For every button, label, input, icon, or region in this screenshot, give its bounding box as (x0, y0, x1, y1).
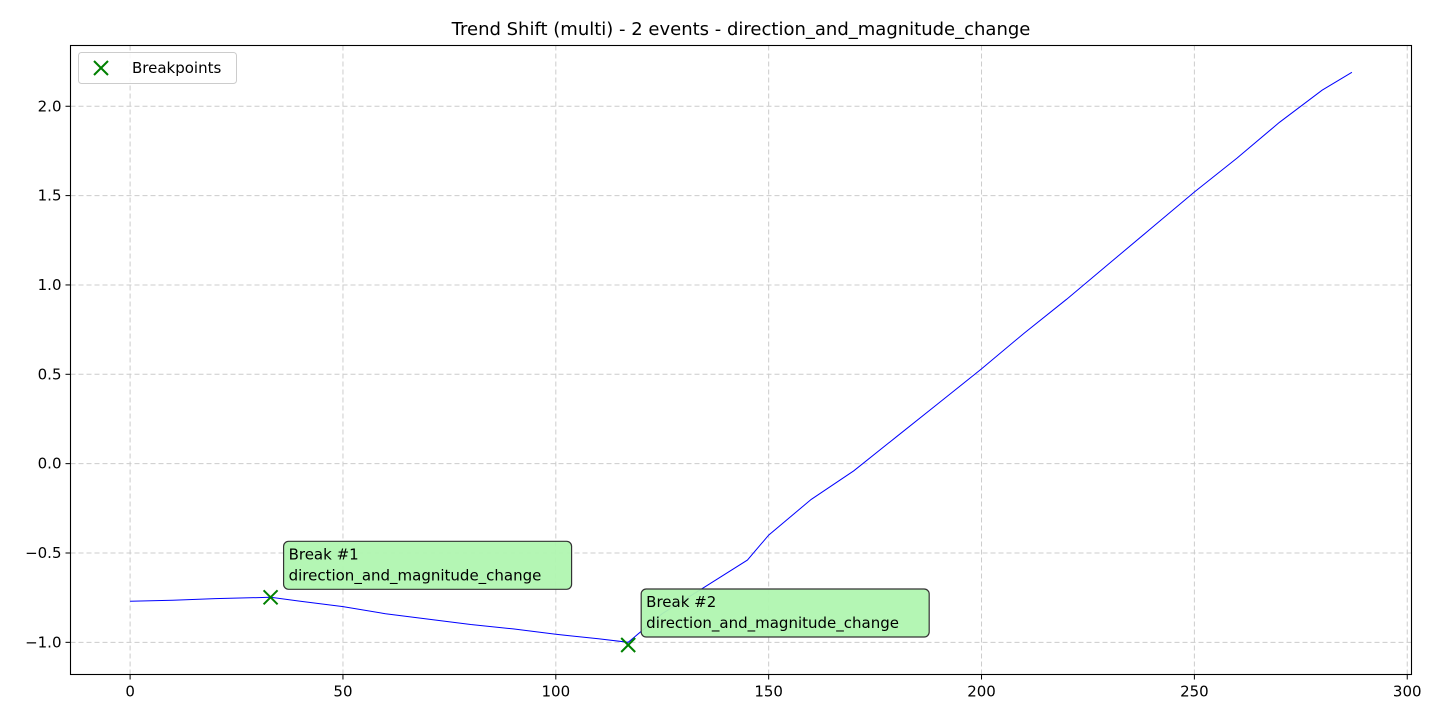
annotation-detail: direction_and_magnitude_change (646, 614, 899, 633)
legend-frame (78, 52, 237, 84)
y-tick-label: −1.0 (25, 633, 61, 651)
x-tick-label: 300 (1393, 683, 1422, 701)
x-tick-label: 100 (541, 683, 570, 701)
breakpoint-marker (620, 637, 636, 653)
series-line (130, 71, 1353, 643)
legend-marker-icon (93, 60, 109, 76)
grid (70, 45, 1412, 675)
breakpoint-marker-stroke (620, 637, 636, 653)
y-tick-label: 0.5 (38, 365, 62, 383)
legend: Breakpoints (78, 52, 237, 84)
x-tick-label: 200 (967, 683, 996, 701)
y-tick-label: 1.0 (38, 276, 62, 294)
chart-title: Trend Shift (multi) - 2 events - directi… (451, 19, 1031, 40)
x-tick-label: 0 (125, 683, 135, 701)
y-tick-label: −0.5 (25, 544, 61, 562)
plot-frame (69, 44, 1413, 676)
x-tick-label: 50 (333, 683, 352, 701)
x-tick-label: 250 (1180, 683, 1209, 701)
annotation-title: Break #2 (646, 593, 716, 611)
annotation-box (640, 588, 930, 638)
x-tick-label: 150 (754, 683, 783, 701)
breakpoint-marker (262, 589, 279, 606)
annotation-box (282, 540, 573, 590)
legend-label: Breakpoints (132, 59, 221, 77)
y-tick-label: 2.0 (38, 97, 62, 115)
plot-data: Break #1 direction_and_magnitude_change Br… (130, 71, 1353, 653)
annotation-detail: direction_and_magnitude_change (289, 566, 542, 585)
breakpoint-marker-stroke (262, 589, 279, 606)
y-tick-label: 1.5 (38, 187, 62, 205)
annotation-title: Break #1 (289, 545, 359, 563)
y-tick-label: 0.0 (38, 455, 62, 473)
axis-ticks: 0 50 100 150 200 250 300 −1.0 −0.5 0.0 0.5 1.0 1.5 2.… (25, 97, 1422, 700)
